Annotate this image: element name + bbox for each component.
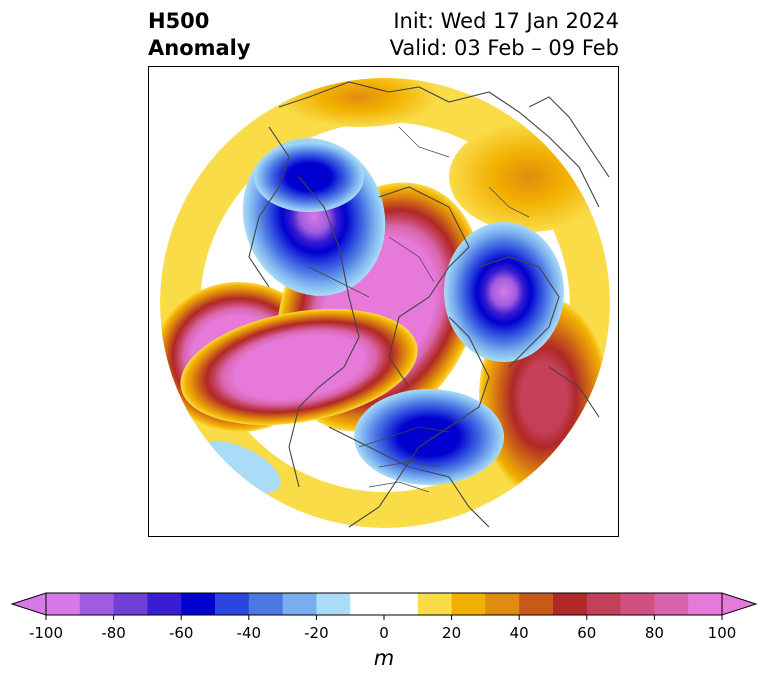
colorbar-tick-label: 80 [644,624,664,642]
map-panel [148,66,619,537]
colorbar-cell [215,593,250,615]
colorbar-over-triangle [721,592,758,616]
map-title-left: H500 Anomaly [148,8,251,62]
colorbar-cell [350,593,385,615]
colorbar-tick-label: 40 [509,624,529,642]
colorbar-tick-label: -60 [168,624,194,642]
title-variable: H500 [148,9,210,33]
colorbar-tick-label: -80 [101,624,126,642]
colorbar-tick-label: -20 [304,624,329,642]
colorbar-tick-label: 0 [379,624,389,642]
map-title-right: Init: Wed 17 Jan 2024 Valid: 03 Feb – 09… [390,8,619,62]
north-positive-lobe [279,78,439,127]
coastlines [248,81,610,528]
title-init-date: Init: Wed 17 Jan 2024 [393,9,619,33]
colorbar-cell [553,593,588,615]
colorbar-cell [485,593,520,615]
colorbar-cell [147,593,182,615]
colorbar-cell [654,593,689,615]
colorbar-cell [316,593,351,615]
title-anomaly: Anomaly [148,36,251,60]
colorbar-cell [519,593,554,615]
colorbar-tick-label: 20 [442,624,462,642]
colorbar-units: m [373,646,395,670]
colorbar-cell [384,593,419,615]
northeast-positive-lobe [449,122,609,232]
colorbar-cell [113,593,148,615]
colorbar-cell [586,593,622,615]
colorbar-tick-label: -100 [28,624,64,642]
colorbar-tick-label: -40 [236,624,262,642]
colorbar-cell [248,593,284,615]
colorbar-cell [282,593,317,615]
south-trough [354,389,504,485]
title-valid-range: Valid: 03 Feb – 09 Feb [389,36,619,60]
colorbar-cell [620,593,655,615]
east-trough [444,222,564,362]
colorbar-cell [451,593,486,615]
colorbar-cell [79,593,115,615]
colorbar-cell [417,593,453,615]
colorbar [10,592,758,620]
colorbar-tick-label: 60 [577,624,597,642]
colorbar-cell [181,593,216,615]
political-borders [308,126,530,493]
colorbar-cell [46,593,81,615]
colorbar-cell [688,593,723,615]
anomaly-map [160,78,610,528]
colorbar-under-triangle [10,592,47,616]
colorbar-tick-label: 100 [707,624,737,642]
